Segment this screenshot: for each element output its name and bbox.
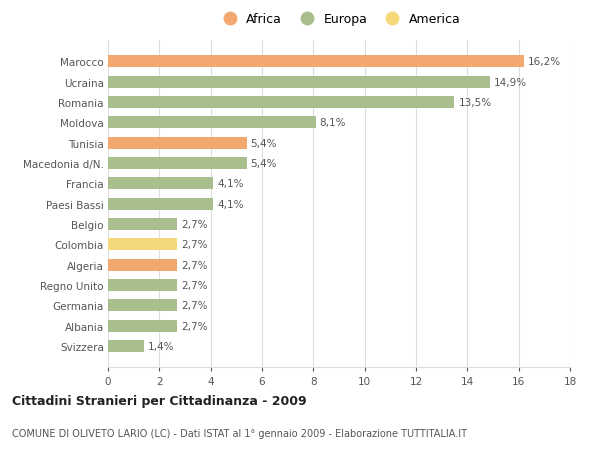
Bar (108, 178, 213, 190)
Text: 5,4%: 5,4% (250, 159, 277, 168)
Bar (108, 137, 247, 150)
Bar (108, 320, 178, 332)
Bar (108, 117, 316, 129)
Text: 2,7%: 2,7% (181, 301, 208, 311)
Text: 2,7%: 2,7% (181, 260, 208, 270)
Text: 16,2%: 16,2% (527, 57, 561, 67)
Bar (108, 280, 178, 291)
Text: Cittadini Stranieri per Cittadinanza - 2009: Cittadini Stranieri per Cittadinanza - 2… (12, 394, 307, 407)
Bar (108, 340, 144, 353)
Bar (108, 97, 455, 109)
Text: 2,7%: 2,7% (181, 219, 208, 230)
Text: 5,4%: 5,4% (250, 139, 277, 148)
Text: 4,1%: 4,1% (217, 179, 244, 189)
Text: 4,1%: 4,1% (217, 199, 244, 209)
Text: 13,5%: 13,5% (458, 98, 491, 108)
Bar (108, 259, 178, 271)
Bar (108, 76, 490, 89)
Bar (108, 300, 178, 312)
Text: 2,7%: 2,7% (181, 240, 208, 250)
Bar (108, 198, 213, 210)
Bar (108, 157, 247, 170)
Text: 8,1%: 8,1% (320, 118, 346, 128)
Text: 14,9%: 14,9% (494, 78, 527, 88)
Bar (108, 239, 178, 251)
Bar (108, 56, 524, 68)
Legend: Africa, Europa, America: Africa, Europa, America (212, 8, 466, 31)
Text: 1,4%: 1,4% (148, 341, 174, 351)
Bar (108, 218, 178, 230)
Text: COMUNE DI OLIVETO LARIO (LC) - Dati ISTAT al 1° gennaio 2009 - Elaborazione TUTT: COMUNE DI OLIVETO LARIO (LC) - Dati ISTA… (12, 428, 467, 438)
Text: 2,7%: 2,7% (181, 321, 208, 331)
Text: 2,7%: 2,7% (181, 280, 208, 291)
